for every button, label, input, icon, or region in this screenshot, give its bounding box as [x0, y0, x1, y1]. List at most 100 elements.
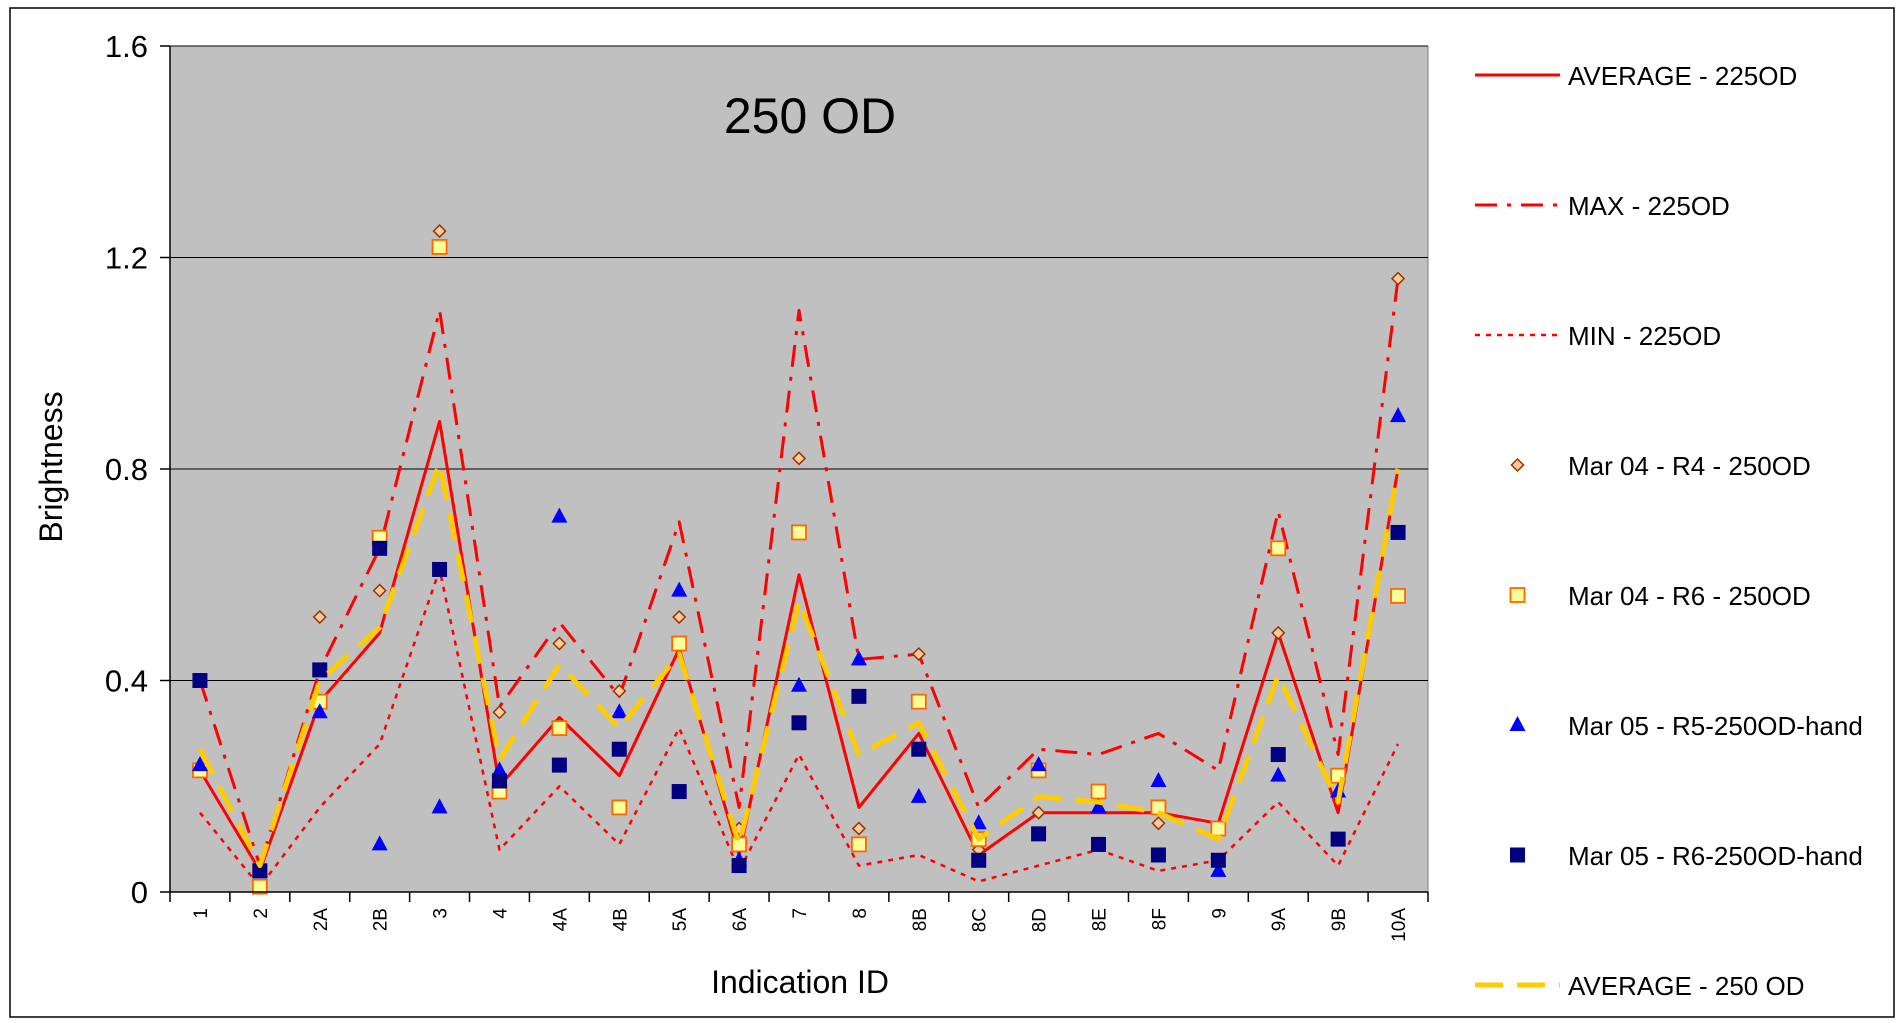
y-axis-label: Brightness — [33, 391, 69, 542]
point-mar-05-r6-250od-hand-9 — [1210, 852, 1226, 868]
series-average-250-od — [197, 461, 1401, 869]
point-mar-05-r6-250od-hand-3 — [432, 561, 448, 577]
legend-item-average-250-od: AVERAGE - 250 OD — [1475, 971, 1805, 1001]
line-min-225od — [199, 568, 1400, 888]
legend-label-average-250-od: AVERAGE - 250 OD — [1568, 971, 1805, 1001]
x-tick-label-4: 4 — [490, 908, 511, 919]
point-mar-04-r4-250od-8 — [851, 821, 866, 836]
point-mar-05-r6-250od-hand-7 — [791, 715, 807, 731]
x-tick-label-8b: 8B — [910, 908, 931, 931]
point-mar-05-r6-250od-hand-8 — [851, 688, 867, 704]
x-tick-label-8d: 8D — [1030, 908, 1051, 932]
point-mar-04-r6-250od-8e — [1090, 783, 1107, 800]
point-mar-04-r4-250od-2b — [372, 583, 387, 598]
x-tick-label-8c: 8C — [970, 908, 991, 932]
x-tick-label-9: 9 — [1209, 908, 1230, 919]
legend-label-mar-05-r5-250od-hand: Mar 05 - R5-250OD-hand — [1568, 711, 1863, 741]
point-mar-04-r6-250od-9a — [1270, 540, 1287, 557]
point-mar-05-r5-250od-hand-8 — [850, 650, 867, 666]
line-max-225od — [198, 278, 1400, 868]
point-mar-05-r6-250od-hand-8b — [911, 741, 927, 757]
legend-item-max-225od: MAX - 225OD — [1475, 191, 1730, 221]
point-mar-05-r6-250od-hand-1 — [192, 673, 208, 688]
point-mar-05-r5-250od-hand-4 — [491, 761, 508, 777]
x-tick-label-8: 8 — [850, 908, 871, 919]
point-mar-05-r6-250od-hand-4 — [491, 773, 507, 789]
point-mar-05-r5-250od-hand-2b — [371, 835, 388, 851]
legend-item-mar-05-r5-250od-hand: Mar 05 - R5-250OD-hand — [1509, 711, 1863, 741]
point-mar-05-r5-250od-hand-8b — [910, 787, 927, 803]
point-mar-04-r6-250od-8b — [910, 693, 927, 710]
x-tick-label-4a: 4A — [550, 908, 571, 932]
legend-label-average-225od: AVERAGE - 225OD — [1568, 61, 1797, 91]
line-average-250-od — [197, 461, 1401, 869]
point-mar-05-r5-250od-hand-4b — [611, 703, 628, 719]
point-mar-05-r5-250od-hand-1 — [191, 756, 208, 772]
legend-label-mar-05-r6-250od-hand: Mar 05 - R6-250OD-hand — [1568, 841, 1863, 871]
point-mar-04-r4-250od-4a — [552, 636, 567, 651]
legend-swatch-mar-04-r4-250od — [1510, 457, 1525, 473]
point-mar-04-r4-250od-2a — [312, 609, 327, 625]
point-mar-05-r5-250od-hand-8f — [1150, 771, 1167, 787]
point-mar-05-r6-250od-hand-2b — [372, 540, 388, 556]
x-tick-label-1: 1 — [191, 908, 212, 919]
point-mar-05-r6-250od-hand-8c — [971, 852, 987, 868]
point-mar-04-r6-250od-2 — [251, 878, 268, 895]
point-mar-05-r6-250od-hand-2a — [312, 662, 328, 678]
point-mar-05-r5-250od-hand-2a — [311, 703, 328, 719]
point-mar-05-r5-250od-hand-4a — [551, 507, 568, 523]
plot-area: 0 0.4 0.8 1.2 1.6 1 2 2A 2B 3 4 4A 4B 5A 6A 7 8 8B 8C 8D 8E 8… — [105, 29, 1429, 942]
legend-swatch-mar-05-r6-250od-hand — [1510, 847, 1525, 863]
y-tick-label-3: 1.2 — [105, 241, 148, 276]
x-tick-label-7: 7 — [790, 908, 811, 919]
x-tick-label-5a: 5A — [670, 908, 691, 932]
x-tick-label-6a: 6A — [730, 908, 751, 932]
point-mar-04-r4-250od-10a — [1390, 271, 1406, 286]
point-mar-04-r4-250od-5a — [672, 609, 687, 625]
point-mar-04-r4-250od-8d — [1031, 805, 1046, 820]
point-mar-04-r6-250od-10a — [1390, 588, 1406, 604]
line-average-225od — [198, 419, 1400, 873]
x-tick-label-8e: 8E — [1090, 908, 1111, 931]
y-tick-label-4: 1.6 — [105, 29, 148, 64]
x-tick-label-9a: 9A — [1269, 908, 1290, 932]
chart-title: 250 OD — [724, 88, 896, 144]
point-mar-05-r5-250od-hand-8c — [970, 814, 987, 830]
legend-swatch-mar-05-r5-250od-hand — [1509, 716, 1526, 731]
point-mar-05-r6-250od-hand-9a — [1270, 747, 1286, 763]
point-mar-05-r6-250od-hand-9b — [1330, 831, 1346, 847]
point-mar-04-r4-250od-3 — [432, 224, 447, 239]
legend-item-min-225od: MIN - 225OD — [1475, 321, 1721, 351]
y-tick-label-2: 0.8 — [105, 452, 148, 487]
point-mar-05-r5-250od-hand-8d — [1030, 756, 1047, 772]
series-mar-05-r6-250od-hand — [192, 524, 1406, 879]
point-mar-05-r6-250od-hand-5a — [671, 784, 687, 800]
point-mar-04-r4-250od-8b — [911, 647, 926, 662]
point-mar-05-r6-250od-hand-4a — [551, 757, 567, 773]
point-mar-04-r4-250od-4 — [492, 705, 507, 720]
point-mar-04-r6-250od-8 — [851, 836, 867, 853]
point-mar-04-r4-250od-7 — [791, 451, 807, 466]
point-mar-05-r6-250od-hand-10a — [1390, 524, 1406, 540]
x-axis-label: Indication ID — [711, 964, 889, 1000]
point-mar-05-r6-250od-hand-8d — [1031, 826, 1047, 842]
point-mar-05-r6-250od-hand-4b — [611, 741, 627, 757]
legend-swatch-mar-04-r6-250od — [1509, 587, 1526, 603]
point-mar-05-r6-250od-hand-6a — [731, 858, 747, 874]
y-tick-label-0: 0 — [131, 875, 148, 910]
point-mar-05-r5-250od-hand-3 — [431, 798, 448, 814]
point-mar-05-r6-250od-hand-8f — [1150, 847, 1166, 863]
point-mar-04-r6-250od-4b — [611, 799, 628, 816]
x-tick-label-2b: 2B — [371, 908, 392, 931]
point-mar-05-r5-250od-hand-9a — [1270, 766, 1287, 782]
point-mar-04-r4-250od-8f — [1151, 816, 1166, 831]
legend-label-mar-04-r6-250od: Mar 04 - R6 - 250OD — [1568, 581, 1811, 611]
series-layer — [191, 224, 1407, 895]
legend-item-mar-04-r6-250od: Mar 04 - R6 - 250OD — [1509, 581, 1811, 611]
point-mar-05-r6-250od-hand-2 — [252, 863, 268, 879]
point-mar-04-r4-250od-4b — [612, 684, 627, 699]
x-tick-label-2: 2 — [251, 908, 272, 919]
point-mar-05-r5-250od-hand-8e — [1090, 798, 1107, 814]
axes: 0 0.4 0.8 1.2 1.6 1 2 2A 2B 3 4 4A 4B 5A 6A 7 8 8B 8C 8D 8E 8… — [105, 29, 1429, 942]
